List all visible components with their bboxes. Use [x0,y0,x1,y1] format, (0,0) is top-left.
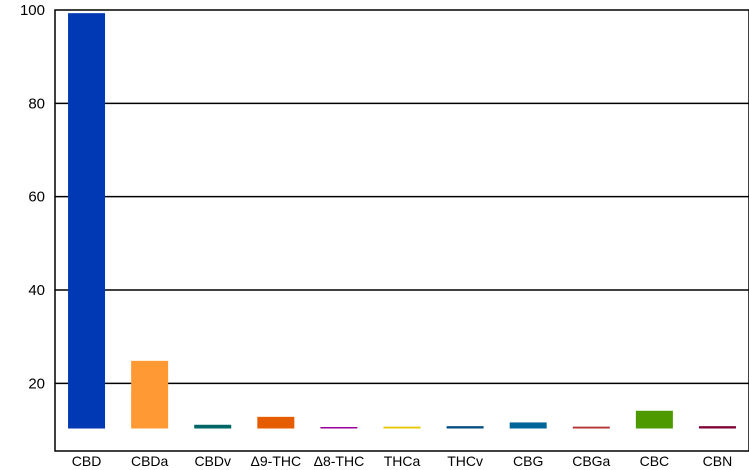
y-tick-label: 100 [20,2,45,19]
x-tick-label: CBN [703,453,733,469]
bar-CBDa [131,360,169,429]
plot-frame [54,9,749,452]
bar-CBD [68,13,106,429]
x-tick-labels: CBD CBDa CBDv Δ9-THC Δ8-THC THCa THCv CBG CBGa CB… [72,453,732,469]
y-tick-label: 80 [28,95,45,112]
y-tick-labels: 20 40 60 80 100 [20,2,45,392]
bar-CBC [635,410,673,429]
x-tick-label: Δ8-THC [314,453,365,469]
y-tick-label: 60 [28,189,45,206]
x-tick-label: CBGa [572,453,610,469]
x-tick-label: CBDa [131,453,169,469]
bar-CBN [698,426,736,429]
bar-THCv [446,426,484,429]
y-tick-label: 20 [28,375,45,392]
bar-Δ9-THC [257,416,295,429]
x-tick-label: CBC [640,453,670,469]
bar-CBDv [194,424,232,429]
bars [68,13,736,429]
bar-CBG [509,422,547,429]
x-tick-label: CBG [513,453,543,469]
x-tick-label: Δ9-THC [251,453,302,469]
bar-THCa [383,426,421,429]
bar-CBGa [572,426,610,429]
y-tick-label: 40 [28,282,45,299]
x-tick-label: CBDv [194,453,231,469]
gridlines [55,102,749,385]
x-tick-label: CBD [72,453,102,469]
bar-Δ8-THC [320,427,358,429]
x-tick-label: THCv [447,453,483,469]
x-tick-label: THCa [384,453,421,469]
